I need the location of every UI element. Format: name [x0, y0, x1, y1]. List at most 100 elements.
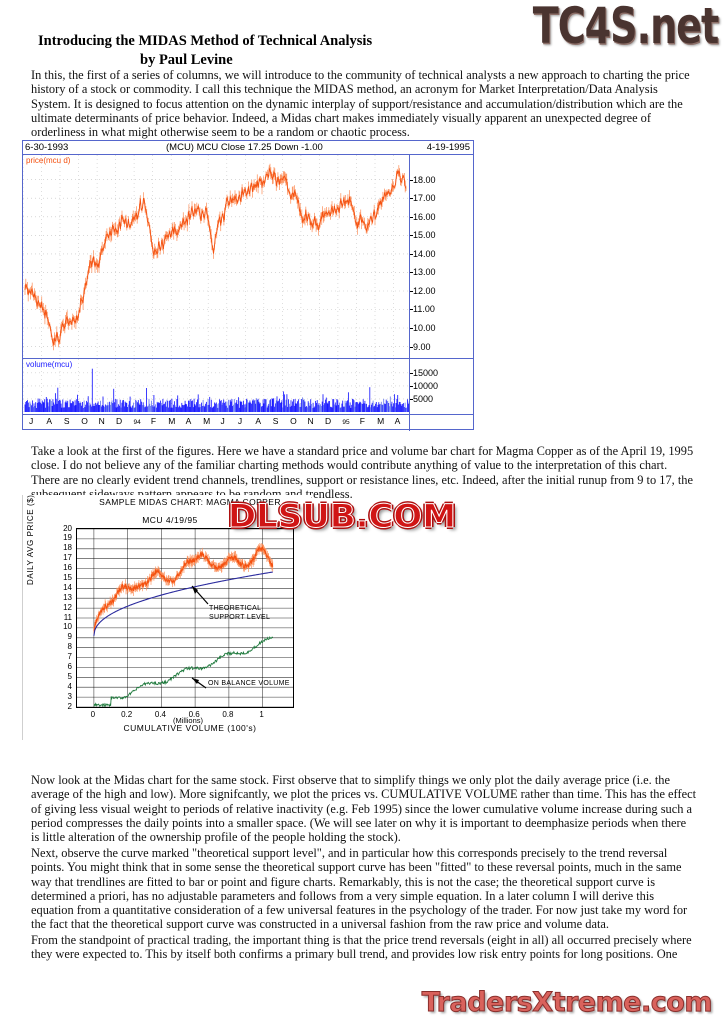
paragraph-from-standpoint: From the standpoint of practical trading… — [31, 933, 692, 962]
volume-tick-10000: 10000 — [409, 380, 439, 391]
midas-ytick-8: 8 — [67, 642, 72, 652]
midas-ytick-3: 3 — [67, 691, 72, 701]
dlsub-watermark: DLSUB.COM — [227, 497, 456, 536]
midas-chart-subtitle: MCU 4/19/95 — [142, 515, 198, 525]
paragraph-intro: In this, the first of a series of column… — [31, 68, 690, 140]
midas-ytick-20: 20 — [63, 523, 72, 533]
month-axis-spacer — [409, 415, 473, 431]
volume-bars-svg — [23, 359, 410, 414]
paragraph-now-look: Now look at the Midas chart for the same… — [31, 773, 697, 845]
price-volume-bar-chart: 6-30-1993 (MCU) MCU Close 17.25 Down -1.… — [22, 140, 474, 431]
month-label-3: O — [81, 416, 88, 426]
price-scale-axis: 18.00 17.00 16.00 15.00 14.00 13.00 12.00 11.00… — [409, 155, 473, 358]
midas-ytick-19: 19 — [63, 533, 72, 543]
midas-ytick-15: 15 — [63, 572, 72, 582]
chart1-symbol-info: (MCU) MCU Close 17.25 Down -1.00 — [166, 142, 323, 153]
month-label-11: J — [220, 416, 225, 426]
price-tick-15.00: 15.00 — [410, 230, 436, 241]
chart1-volume-pane: volume(mcu) 15000 10000 5000 — [23, 359, 473, 415]
price-tick-12.00: 12.00 — [410, 285, 436, 296]
price-tick-10.00: 10.00 — [410, 323, 436, 334]
volume-scale-axis: 15000 10000 5000 — [409, 359, 473, 414]
price-tick-17.00: 17.00 — [410, 193, 436, 204]
midas-ylabel: DAILY AVG PRICE ($) — [26, 494, 35, 585]
midas-chart-title: SAMPLE MIDAS CHART: MAGMA COPPER — [99, 497, 281, 507]
month-label-5: D — [116, 416, 123, 426]
paragraph-next-observe: Next, observe the curve marked "theoreti… — [31, 846, 688, 932]
midas-ytick-5: 5 — [67, 671, 72, 681]
price-line-svg — [23, 155, 410, 358]
midas-xtick-0.8: 0.8 — [222, 710, 234, 719]
midas-chart: SAMPLE MIDAS CHART: MAGMA COPPER MCU 4/1… — [22, 495, 311, 740]
midas-xtick-1: 1 — [259, 710, 264, 719]
month-label-10: M — [203, 416, 211, 426]
volume-tick-15000: 15000 — [409, 367, 439, 378]
midas-ytick-17: 17 — [63, 553, 72, 563]
midas-ytick-13: 13 — [63, 592, 72, 602]
month-label-17: D — [324, 416, 332, 426]
price-tick-9.00: 9.00 — [410, 341, 431, 352]
price-tick-16.00: 16.00 — [410, 211, 436, 222]
month-label-19: F — [359, 416, 365, 426]
article-title: Introducing the MIDAS Method of Technica… — [38, 33, 373, 49]
tradersxtreme-footer-logo: TradersXtreme.com — [421, 987, 713, 1019]
month-label-12: J — [237, 416, 243, 426]
month-label-21: A — [394, 416, 401, 426]
month-label-6: 94 — [133, 419, 141, 426]
midas-ytick-16: 16 — [63, 563, 72, 573]
chart1-month-axis-pane: J A S O N D 94 F M A M J J A S O N D 95 F M A — [23, 415, 473, 431]
month-label-1: A — [46, 416, 53, 426]
annotation-tsl-line2: SUPPORT LEVEL — [209, 614, 271, 621]
month-label-13: A — [255, 416, 261, 426]
chart1-month-labels: J A S O N D 94 F M A M J J A S O N D 95 F M A — [23, 416, 410, 430]
midas-xtick-0.2: 0.2 — [121, 710, 133, 719]
price-tick-11.00: 11.00 — [410, 304, 435, 315]
midas-ytick-2: 2 — [67, 701, 72, 711]
midas-ytick-11: 11 — [63, 612, 72, 622]
month-label-14: S — [272, 416, 279, 426]
month-label-2: S — [63, 416, 70, 426]
price-tick-13.00: 13.00 — [410, 267, 436, 278]
price-pane-label: price(mcu d) — [26, 156, 71, 165]
midas-ytick-14: 14 — [63, 582, 72, 592]
midas-xtick-0.4: 0.4 — [154, 710, 166, 719]
month-label-0: J — [29, 416, 34, 426]
price-plot-area — [23, 155, 410, 358]
midas-ytick-10: 10 — [63, 622, 72, 632]
midas-ytick-18: 18 — [63, 543, 72, 553]
annotation-theoretical-support-level: THEORETICAL SUPPORT LEVEL — [209, 604, 270, 622]
month-label-7: F — [150, 416, 157, 426]
midas-xtick-0.6: 0.6 — [188, 710, 200, 719]
chart1-header-bar: 6-30-1993 (MCU) MCU Close 17.25 Down -1.… — [23, 141, 473, 155]
midas-xlabel: CUMULATIVE VOLUME (100's) — [123, 723, 257, 733]
chart1-price-pane: price(mcu d) 18.00 17.00 16.00 15.00 14.00 13… — [23, 155, 473, 359]
midas-ytick-6: 6 — [67, 661, 72, 671]
volume-tick-5000: 5000 — [409, 393, 434, 404]
midas-ytick-12: 12 — [63, 602, 72, 612]
chart1-start-date: 6-30-1993 — [25, 142, 69, 153]
price-tick-18.00: 18.00 — [410, 174, 436, 185]
month-label-8: M — [168, 416, 176, 426]
article-byline: by Paul Levine — [140, 52, 233, 68]
price-tick-14.00: 14.00 — [410, 248, 436, 259]
midas-ytick-9: 9 — [67, 632, 72, 642]
month-label-9: A — [185, 416, 192, 426]
month-label-20: M — [377, 416, 385, 426]
annotation-on-balance-volume: ON BALANCE VOLUME — [208, 680, 290, 687]
tc4s-site-logo: TC4S.net — [532, 0, 719, 56]
volume-pane-label: volume(mcu) — [26, 360, 73, 369]
paragraph-take-a-look: Take a look at the first of the figures.… — [31, 444, 694, 501]
midas-xtick-0: 0 — [90, 710, 96, 719]
month-label-16: N — [307, 416, 314, 426]
midas-ytick-7: 7 — [67, 652, 72, 662]
month-label-15: O — [290, 416, 297, 426]
midas-xlabel-millions: (Millions) — [173, 716, 203, 725]
month-label-18: 95 — [342, 419, 350, 426]
annotation-arrows — [191, 585, 209, 689]
midas-ytick-4: 4 — [67, 681, 72, 691]
month-label-4: N — [98, 416, 105, 426]
annotation-tsl-line1: THEORETICAL — [209, 605, 262, 612]
midas-plot-area — [76, 528, 297, 708]
volume-plot-area — [23, 359, 410, 414]
chart1-end-date: 4-19-1995 — [426, 142, 470, 153]
